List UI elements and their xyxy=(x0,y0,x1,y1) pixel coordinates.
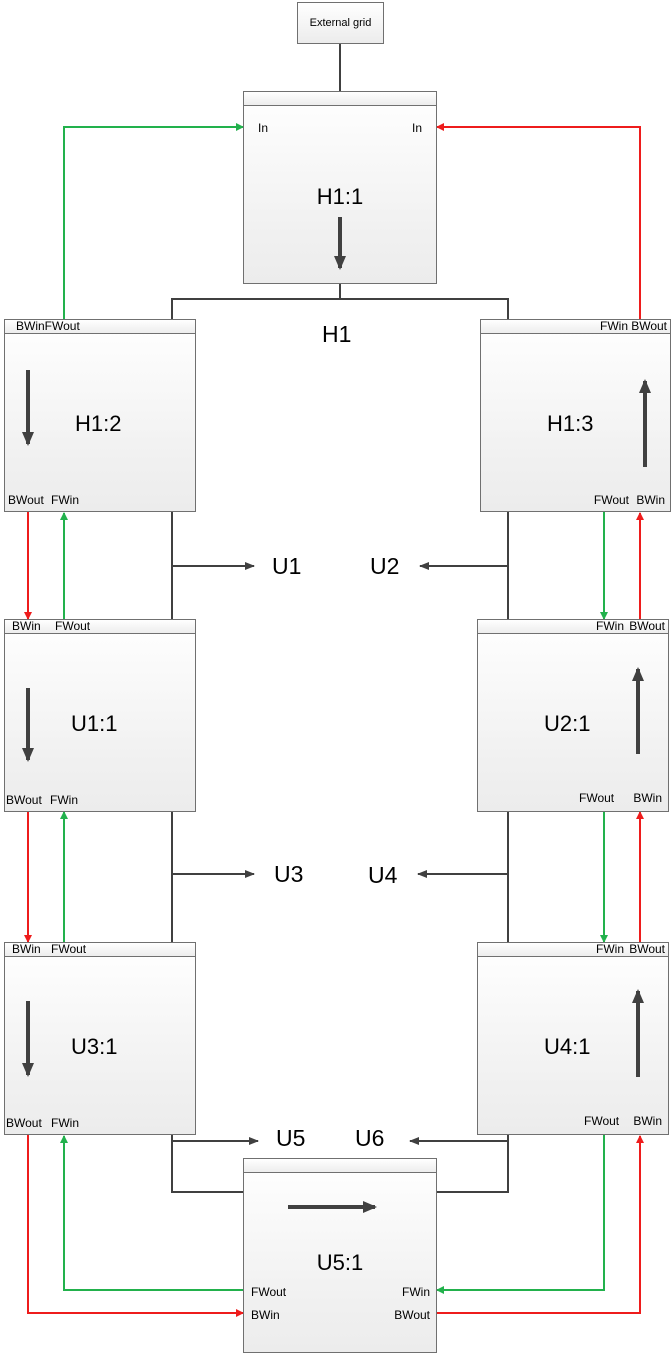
bus-label-u6: U6 xyxy=(355,1125,385,1151)
node-header xyxy=(244,1159,436,1173)
node-header xyxy=(5,320,195,334)
node-header xyxy=(478,620,668,634)
port-bottom-right: FWin xyxy=(51,1116,79,1130)
port-top-left: FWin xyxy=(596,942,624,956)
port-top-right: FWout xyxy=(51,942,87,956)
port-top-right: BWout xyxy=(631,319,667,333)
port-top: BWinFWout xyxy=(16,319,80,333)
node-u2-1[interactable]: FWin BWout U2:1 FWout BWin xyxy=(477,619,669,812)
port-top-right: BWout xyxy=(629,619,665,633)
port-bottom-right: FWin xyxy=(51,493,79,507)
port-bottom-left: FWout xyxy=(593,493,629,507)
port-bottom-left: BWout xyxy=(6,1116,42,1130)
port-bottom-right: FWin xyxy=(50,793,78,807)
port-left-bottom: BWin xyxy=(251,1308,280,1322)
backward-flow-lines xyxy=(24,123,644,1317)
node-header xyxy=(478,943,668,957)
bus-label-u2: U2 xyxy=(370,553,400,579)
node-title: H1:3 xyxy=(547,411,594,436)
port-top-left: FWin xyxy=(596,619,624,633)
port-bottom-left: FWout xyxy=(579,791,615,805)
node-header xyxy=(5,620,195,634)
port-bottom-left: FWout xyxy=(584,1114,620,1128)
bus-label-u3: U3 xyxy=(274,861,304,887)
port-in-left: In xyxy=(258,121,269,135)
port-left-top: FWout xyxy=(251,1285,287,1299)
port-top-left: BWin xyxy=(12,942,41,956)
node-h1-2[interactable]: BWinFWout H1:2 BWout FWin xyxy=(4,319,196,512)
port-right-bottom: BWout xyxy=(394,1308,430,1322)
node-header xyxy=(5,943,195,957)
forward-flow-lines xyxy=(60,123,608,1294)
node-title: H1:1 xyxy=(316,184,364,209)
port-right-top: FWin xyxy=(402,1285,430,1299)
node-header xyxy=(244,92,436,106)
port-bottom-right: BWin xyxy=(633,791,662,805)
node-u4-1[interactable]: FWin BWout U4:1 FWout BWin xyxy=(477,942,669,1135)
port-top-left: BWin xyxy=(12,619,41,633)
bus-label-u4: U4 xyxy=(368,862,398,888)
node-title: H1:2 xyxy=(75,411,122,436)
port-in-right: In xyxy=(411,121,422,135)
port-bottom-left: BWout xyxy=(6,793,42,807)
port-top-right: BWout xyxy=(629,942,665,956)
node-title: U2:1 xyxy=(544,711,591,736)
node-u1-1[interactable]: BWin FWout U1:1 BWout FWin xyxy=(4,619,196,812)
node-title: U5:1 xyxy=(316,1250,364,1275)
node-h1-3[interactable]: FWin BWout H1:3 FWout BWin xyxy=(480,319,671,512)
port-bottom-right: BWin xyxy=(636,493,665,507)
bus-label-u1: U1 xyxy=(272,553,302,579)
port-bottom-right: BWin xyxy=(633,1114,662,1128)
bus-label-h1: H1 xyxy=(322,321,352,347)
bus-branch-arrows xyxy=(172,562,508,1145)
external-grid-label: External grid xyxy=(309,17,372,29)
port-bottom-left: BWout xyxy=(8,493,44,507)
node-title: U4:1 xyxy=(544,1034,591,1059)
bus-label-u5: U5 xyxy=(276,1125,306,1151)
node-u3-1[interactable]: BWin FWout U3:1 BWout FWin xyxy=(4,942,196,1135)
node-h1-1[interactable]: In In H1:1 xyxy=(243,91,437,284)
node-title: U1:1 xyxy=(71,711,118,736)
node-title: U3:1 xyxy=(71,1034,118,1059)
port-top-left: FWin xyxy=(600,319,628,333)
external-grid-box[interactable]: External grid xyxy=(297,2,384,44)
port-top-right: FWout xyxy=(55,619,91,633)
node-header xyxy=(481,320,670,334)
node-u5-1[interactable]: U5:1 FWout BWin FWin BWout xyxy=(243,1158,437,1353)
